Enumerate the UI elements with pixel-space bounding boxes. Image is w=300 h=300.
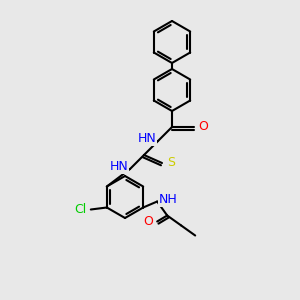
Text: Cl: Cl bbox=[75, 203, 87, 216]
Text: NH: NH bbox=[159, 193, 178, 206]
Text: HN: HN bbox=[110, 160, 128, 173]
Text: S: S bbox=[167, 157, 175, 169]
Text: O: O bbox=[198, 121, 208, 134]
Text: O: O bbox=[143, 215, 153, 228]
Text: HN: HN bbox=[138, 133, 156, 146]
